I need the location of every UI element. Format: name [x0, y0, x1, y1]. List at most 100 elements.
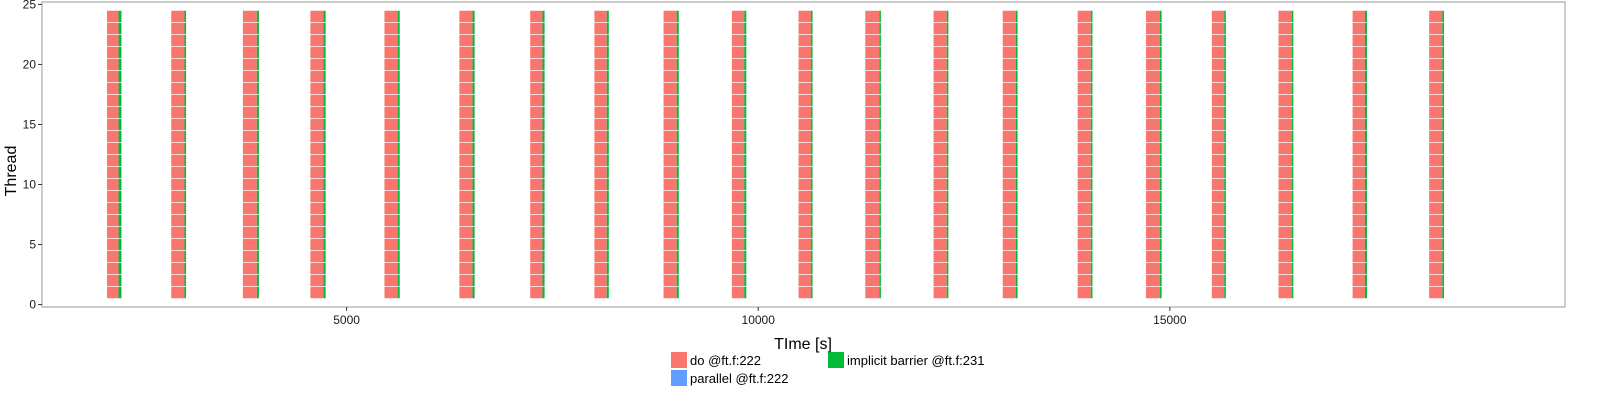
barrier-bar — [1159, 10, 1162, 23]
barrier-bar — [879, 214, 881, 227]
do-bar — [242, 142, 257, 155]
do-bar — [530, 190, 543, 203]
do-bar — [310, 178, 324, 191]
barrier-bar — [184, 94, 187, 107]
barrier-bar — [1224, 106, 1226, 119]
do-bar — [1002, 250, 1016, 263]
do-bar — [1077, 142, 1091, 155]
do-bar — [594, 238, 607, 251]
barrier-bar — [810, 214, 813, 227]
do-bar — [459, 250, 473, 263]
barrier-bar — [256, 46, 259, 59]
do-bar — [1077, 130, 1091, 143]
barrier-bar — [1090, 274, 1093, 287]
do-bar — [865, 238, 880, 251]
barrier-bar — [1364, 34, 1368, 47]
do-bar — [384, 286, 398, 299]
do-bar — [1278, 106, 1292, 119]
do-bar — [1352, 226, 1365, 239]
barrier-bar — [1442, 22, 1444, 35]
barrier-bar — [323, 274, 326, 287]
do-bar — [242, 46, 257, 59]
barrier-bar — [606, 58, 609, 71]
barrier-bar — [1364, 94, 1368, 107]
do-bar — [384, 106, 398, 119]
do-bar — [731, 94, 745, 107]
do-bar — [310, 190, 324, 203]
do-bar — [865, 286, 880, 299]
barrier-bar — [1224, 190, 1226, 203]
do-bar — [1352, 58, 1365, 71]
barrier-bar — [323, 214, 326, 227]
barrier-bar — [397, 154, 400, 167]
barrier-bar — [810, 46, 813, 59]
do-bar — [663, 142, 677, 155]
barrier-bar — [472, 58, 475, 71]
do-bar — [594, 178, 607, 191]
do-bar — [1278, 10, 1292, 23]
barrier-bar — [744, 274, 747, 287]
do-bar — [1352, 142, 1365, 155]
do-bar — [1077, 286, 1091, 299]
do-bar — [1278, 22, 1292, 35]
barrier-bar — [1291, 94, 1294, 107]
do-bar — [663, 166, 677, 179]
do-bar — [242, 286, 257, 299]
do-bar — [1278, 190, 1292, 203]
do-bar — [798, 118, 811, 131]
do-bar — [865, 58, 880, 71]
iteration-12 — [865, 10, 881, 299]
barrier-bar — [118, 238, 122, 251]
barrier-bar — [542, 178, 545, 191]
do-bar — [107, 34, 119, 47]
barrier-bar — [744, 130, 747, 143]
barrier-bar — [397, 274, 400, 287]
do-bar — [459, 166, 473, 179]
do-bar — [731, 34, 745, 47]
barrier-bar — [1442, 214, 1444, 227]
barrier-bar — [1364, 118, 1368, 131]
barrier-bar — [397, 190, 400, 203]
barrier-bar — [1090, 262, 1093, 275]
barrier-bar — [542, 202, 545, 215]
do-bar — [1002, 130, 1016, 143]
iteration-5 — [384, 10, 400, 299]
do-bar — [594, 190, 607, 203]
do-bar — [384, 118, 398, 131]
do-bar — [1002, 190, 1016, 203]
do-bar — [865, 46, 880, 59]
do-bar — [865, 274, 880, 287]
barrier-bar — [1291, 70, 1294, 83]
do-bar — [459, 226, 473, 239]
do-bar — [242, 274, 257, 287]
barrier-bar — [879, 286, 881, 299]
iteration-8 — [594, 10, 609, 299]
barrier-bar — [810, 190, 813, 203]
do-bar — [1077, 118, 1091, 131]
barrier-bar — [256, 202, 259, 215]
barrier-bar — [118, 250, 122, 263]
barrier-bar — [1015, 214, 1018, 227]
barrier-bar — [1015, 118, 1018, 131]
barrier-bar — [1015, 286, 1018, 299]
do-bar — [242, 10, 257, 23]
barrier-bar — [323, 238, 326, 251]
do-bar — [1145, 178, 1160, 191]
barrier-bar — [1291, 46, 1294, 59]
do-bar — [171, 34, 185, 47]
barrier-bar — [1090, 226, 1093, 239]
barrier-bar — [184, 106, 187, 119]
do-bar — [171, 82, 185, 95]
barrier-bar — [606, 34, 609, 47]
barrier-bar — [1442, 274, 1444, 287]
do-bar — [933, 238, 947, 251]
barrier-bar — [1090, 106, 1093, 119]
do-bar — [107, 130, 119, 143]
do-bar — [242, 34, 257, 47]
do-bar — [1145, 142, 1160, 155]
barrier-bar — [1015, 106, 1018, 119]
do-bar — [1352, 178, 1365, 191]
do-bar — [663, 70, 677, 83]
do-bar — [1211, 118, 1225, 131]
barrier-bar — [256, 238, 259, 251]
